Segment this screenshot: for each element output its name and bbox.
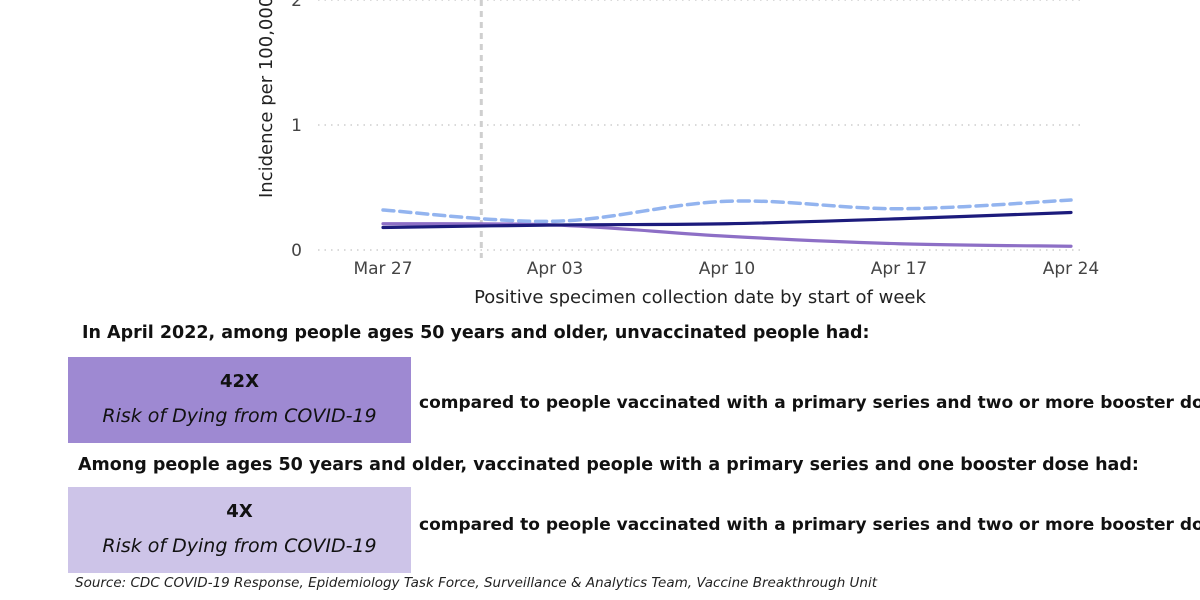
series-lines [381,198,1073,248]
x-tick-labels: Mar 27 Apr 03 Apr 10 Apr 17 Apr 24 [353,259,1099,279]
y-axis-title: Incidence per 100,000 po [256,0,277,198]
x-axis-title: Positive specimen collection date by sta… [474,287,926,308]
risk-multiplier: 4X [226,501,253,522]
summary-heading-one-booster: Among people ages 50 years and older, va… [78,455,1139,475]
x-tick-label: Mar 27 [353,259,412,279]
incidence-line-chart: 0 1 2 Mar 27 Apr 03 Apr 10 Apr 17 Apr 24 Incid… [256,0,1099,308]
risk-box-unvaccinated: 42X Risk of Dying from COVID-19 [68,357,411,443]
y-tick-label: 0 [291,241,302,261]
series-line-3 [381,222,1073,248]
series-line-1 [381,198,1073,224]
y-tick-label: 2 [291,0,302,11]
x-tick-label: Apr 03 [527,259,583,279]
gridlines [318,0,1085,251]
risk-label: Risk of Dying from COVID-19 [102,405,377,427]
y-tick-label: 1 [291,116,302,136]
series-line-2 [381,210,1073,230]
comparison-text-2: compared to people vaccinated with a pri… [419,515,1200,535]
x-tick-label: Apr 24 [1043,259,1099,279]
summary-heading-unvaccinated: In April 2022, among people ages 50 year… [82,323,870,343]
risk-label: Risk of Dying from COVID-19 [102,535,377,557]
source-note: Source: CDC COVID-19 Response, Epidemiol… [75,575,878,591]
comparison-text-1: compared to people vaccinated with a pri… [419,393,1200,413]
x-tick-label: Apr 10 [699,259,755,279]
y-tick-labels: 0 1 2 [291,0,302,261]
x-tick-label: Apr 17 [871,259,927,279]
risk-multiplier: 42X [220,371,259,392]
risk-box-one-booster: 4X Risk of Dying from COVID-19 [68,487,411,573]
